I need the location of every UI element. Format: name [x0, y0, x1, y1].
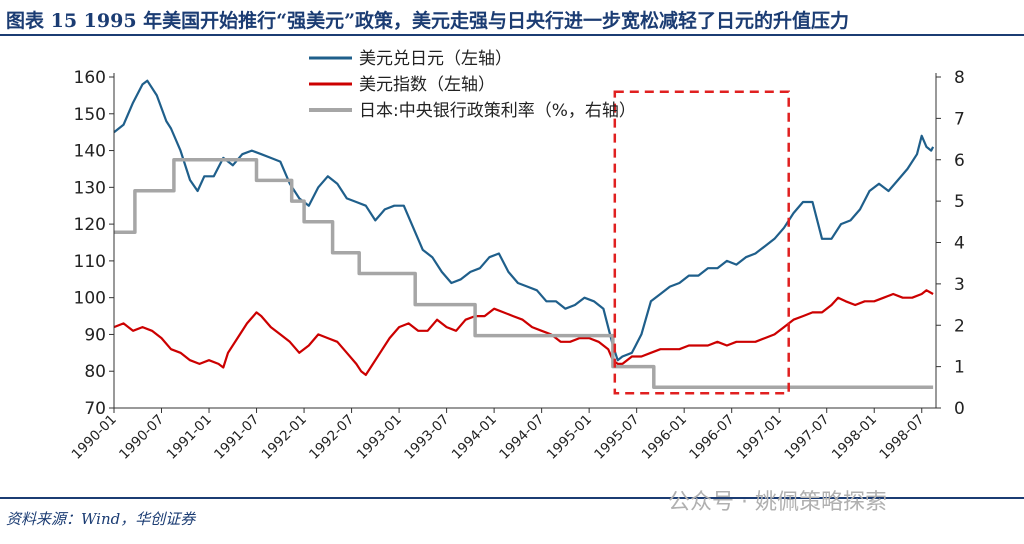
- x-tick-label: 1996-07: [686, 412, 737, 463]
- x-tick-label: 1996-01: [639, 412, 690, 463]
- y-left-tick-label: 100: [74, 289, 106, 309]
- x-tick-label: 1991-01: [164, 412, 215, 463]
- legend-label-2: 美元指数（左轴）: [359, 75, 495, 95]
- x-tick-label: 1997-07: [781, 412, 832, 463]
- y-left-tick-label: 150: [74, 105, 106, 125]
- y-right-tick-label: 0: [954, 399, 965, 419]
- chart: 70 80 90 100 110 120 130 140 150 160 0 1 2 3 4 5 6 7 8 1990…: [69, 49, 965, 463]
- x-tick-label: 1997-01: [734, 412, 785, 463]
- x-tick-label: 1998-07: [876, 412, 927, 463]
- y-right-tick-label: 2: [954, 316, 965, 336]
- y-right-tick-label: 6: [954, 151, 965, 171]
- title-bar: 图表 15 1995 年美国开始推行“强美元”政策，美元走强与日央行进一步宽松减…: [0, 0, 1024, 36]
- footer-rule: [0, 497, 1024, 499]
- x-tick-label: 1991-07: [211, 412, 262, 463]
- x-tick-label: 1994-07: [496, 412, 547, 463]
- y-left-tick-label: 110: [74, 252, 106, 272]
- chart-title: 图表 15 1995 年美国开始推行“强美元”政策，美元走强与日央行进一步宽松减…: [6, 10, 850, 32]
- x-tick-label: 1998-01: [829, 412, 880, 463]
- y-right-tick-label: 5: [954, 192, 965, 212]
- series-line-3: [114, 158, 934, 390]
- y-right-tick-label: 3: [954, 275, 965, 295]
- y-left-tick-label: 80: [84, 362, 106, 382]
- x-tick-label: 1992-01: [259, 412, 310, 463]
- source-note: 资料来源：Wind，华创证券: [6, 510, 196, 528]
- x-tick-label: 1995-07: [591, 412, 642, 463]
- y-left-tick-label: 160: [74, 68, 106, 88]
- x-tick-label: 1994-01: [449, 412, 500, 463]
- legend-label-3: 日本:中央银行政策利率（%，右轴）: [359, 101, 636, 121]
- series-line-1: [113, 79, 935, 362]
- title-rule: [0, 34, 1024, 36]
- y-left-tick-label: 70: [84, 399, 106, 419]
- y-right-tick-label: 1: [954, 358, 965, 378]
- x-tick-label: 1995-01: [544, 412, 595, 463]
- highlight-box: [613, 90, 790, 395]
- x-tick-label: 1993-07: [401, 412, 452, 463]
- plot-area: [113, 79, 935, 395]
- y-left-tick-label: 140: [74, 142, 106, 162]
- legend-label-1: 美元兑日元（左轴）: [359, 49, 512, 69]
- x-tick-label: 1992-07: [306, 412, 357, 463]
- y-right-tick-label: 8: [954, 68, 965, 88]
- y-left-tick-label: 90: [84, 325, 106, 345]
- legend: 美元兑日元（左轴） 美元指数（左轴） 日本:中央银行政策利率（%，右轴）: [309, 49, 636, 121]
- x-tick-label: 1993-01: [354, 412, 405, 463]
- watermark-text: 公众号 · 姚佩策略探索: [668, 490, 887, 515]
- x-tick-label: 1990-01: [69, 412, 120, 463]
- x-tick-label: 1990-07: [116, 412, 167, 463]
- y-right-tick-label: 4: [954, 234, 965, 254]
- series-line-2: [113, 289, 934, 376]
- y-left-tick-label: 120: [74, 215, 106, 235]
- y-left-tick-label: 130: [74, 178, 106, 198]
- y-right-tick-label: 7: [954, 109, 965, 129]
- axes: 70 80 90 100 110 120 130 140 150 160 0 1 2 3 4 5 6 7 8 1990…: [69, 68, 965, 463]
